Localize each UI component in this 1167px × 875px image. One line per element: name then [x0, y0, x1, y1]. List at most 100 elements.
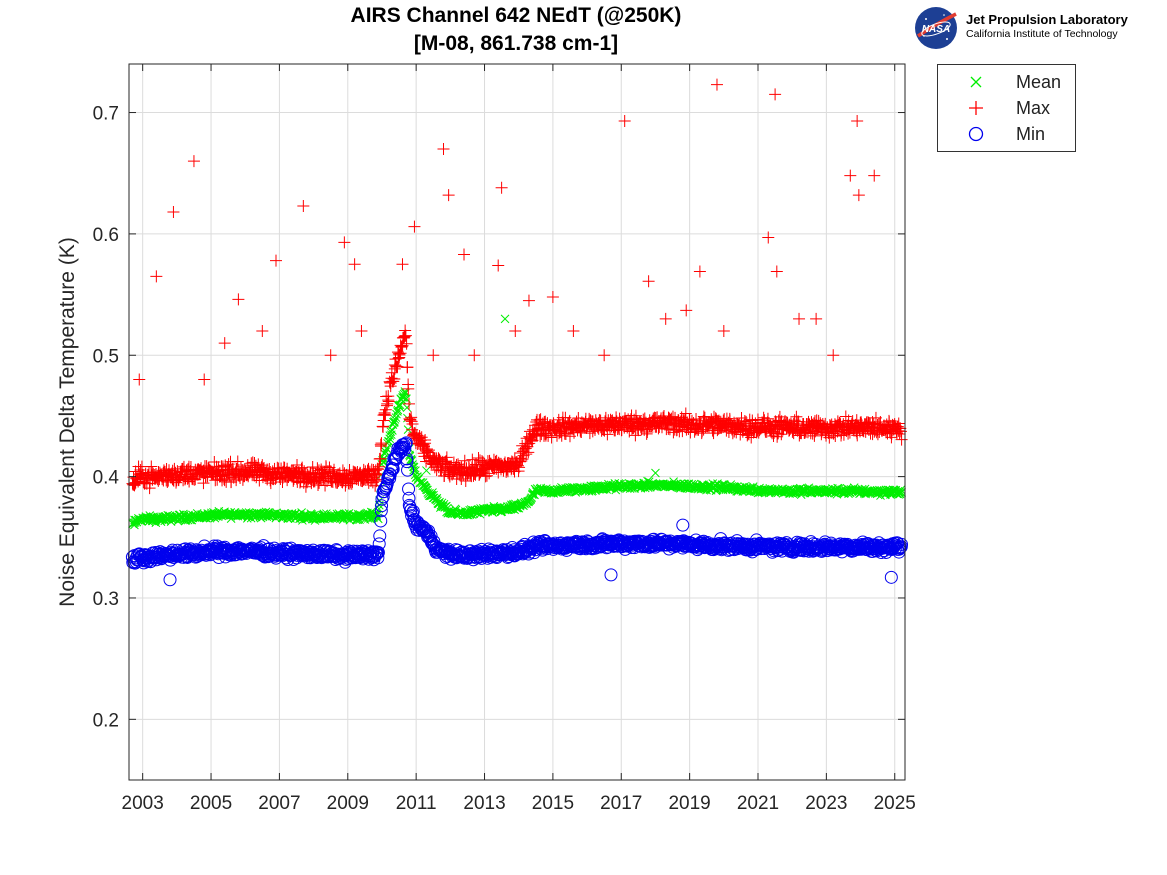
max-point — [515, 454, 528, 467]
max-point — [680, 304, 693, 317]
max-point — [598, 349, 611, 362]
x-tick-label: 2021 — [737, 793, 779, 814]
max-point — [693, 265, 706, 278]
mean-point — [528, 490, 537, 500]
mean-point — [389, 418, 399, 427]
max-point — [377, 414, 390, 427]
max-point — [378, 406, 391, 419]
max-point — [458, 454, 471, 467]
max-point — [762, 231, 775, 244]
max-point — [419, 434, 432, 447]
jpl-name: Jet Propulsion Laboratory — [966, 12, 1128, 27]
max-point — [851, 115, 864, 128]
mean-point — [896, 485, 906, 495]
y-tick-label: 0.7 — [93, 104, 119, 125]
mean-point — [390, 415, 400, 424]
max-point — [406, 417, 419, 430]
mean-point — [649, 481, 659, 491]
max-point — [372, 463, 385, 476]
x-tick-label: 2007 — [258, 793, 300, 814]
jpl-subtitle: California Institute of Technology — [966, 28, 1118, 40]
y-tick-label: 0.3 — [93, 589, 119, 610]
max-point — [522, 446, 535, 459]
legend-label-max: Max — [1016, 98, 1051, 118]
max-point — [388, 358, 401, 371]
mean-point — [402, 403, 412, 413]
max-point — [437, 142, 450, 155]
max-point — [306, 461, 319, 474]
axis-ticks: 2003 2005 2007 2009 2011 2013 2015 2017 2019 2021… — [93, 64, 916, 814]
y-tick-label: 0.6 — [93, 225, 119, 246]
legend-circle-marker-icon — [968, 126, 984, 142]
max-point — [384, 380, 397, 393]
y-tick-label: 0.5 — [93, 346, 119, 367]
x-tick-label: 2003 — [122, 793, 164, 814]
max-point — [769, 88, 782, 101]
max-point — [553, 427, 566, 440]
max-point — [256, 324, 269, 337]
max-point — [269, 254, 282, 267]
max-point — [355, 324, 368, 337]
mean-point — [381, 447, 391, 457]
max-point — [371, 473, 384, 486]
min-point — [884, 570, 898, 584]
max-point — [188, 473, 201, 486]
mean-point — [703, 481, 713, 490]
x-tick-label: 2015 — [532, 793, 574, 814]
max-point — [246, 456, 259, 469]
max-point — [667, 426, 680, 439]
max-point — [150, 270, 163, 283]
mean-point — [373, 514, 383, 524]
x-tick-label: 2023 — [805, 793, 847, 814]
max-point — [827, 349, 840, 362]
max-point — [852, 189, 865, 202]
max-point — [509, 324, 522, 337]
max-point — [810, 312, 823, 325]
max-point — [133, 373, 146, 386]
legend-plus-marker-icon — [969, 101, 983, 115]
mean-point — [897, 488, 907, 497]
max-point — [545, 431, 558, 444]
max-point — [533, 414, 546, 427]
x-tick-label: 2025 — [874, 793, 916, 814]
max-point — [567, 324, 580, 337]
x-tick-label: 2011 — [396, 793, 437, 814]
jpl-logo: NASA Jet Propulsion Laboratory Californi… — [912, 4, 1162, 52]
x-tick-label: 2013 — [463, 793, 505, 814]
max-point — [197, 477, 210, 490]
legend-item-max: Max — [938, 96, 1075, 122]
max-point — [167, 206, 180, 219]
max-point — [375, 437, 388, 450]
max-point — [421, 446, 434, 459]
chart-legend: Mean Max Min — [937, 64, 1076, 152]
max-point — [459, 475, 472, 488]
max-point — [546, 291, 559, 304]
y-tick-label: 0.2 — [93, 710, 119, 731]
max-point — [710, 78, 723, 91]
min-point — [604, 568, 618, 582]
max-point — [370, 475, 383, 488]
max-point — [348, 258, 361, 271]
max-point — [393, 348, 406, 361]
max-point — [338, 236, 351, 249]
max-point — [442, 189, 455, 202]
max-point — [400, 337, 413, 350]
nasa-meatball-icon: NASA — [915, 7, 957, 49]
mean-point — [422, 466, 431, 475]
max-point — [402, 397, 415, 410]
max-point — [312, 478, 325, 491]
grid-lines — [129, 64, 905, 780]
max-point — [642, 275, 655, 288]
max-point — [492, 259, 505, 272]
legend-label-min: Min — [1016, 124, 1046, 144]
legend-label-mean: Mean — [1016, 72, 1062, 92]
max-point — [218, 337, 231, 350]
legend-x-marker-icon — [970, 76, 982, 88]
max-point — [398, 331, 411, 344]
x-tick-label: 2019 — [668, 793, 710, 814]
max-point — [403, 412, 416, 425]
legend-item-mean: Mean — [938, 70, 1075, 96]
max-point — [468, 349, 481, 362]
min-point — [163, 573, 177, 587]
